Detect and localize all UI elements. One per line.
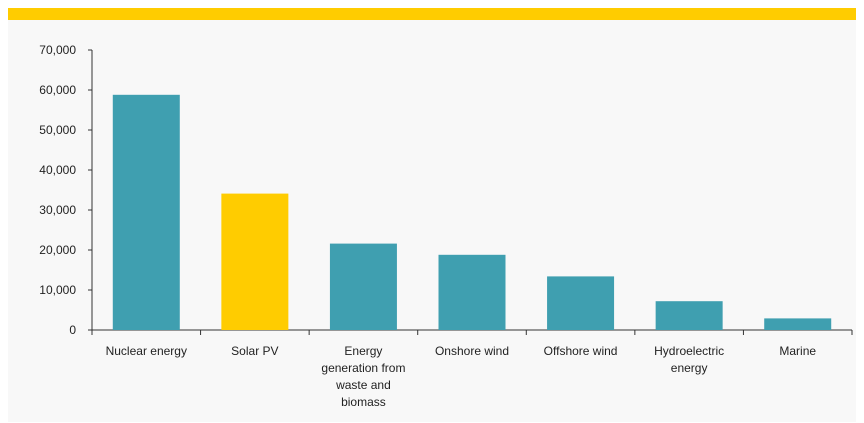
y-tick-label: 70,000: [39, 43, 76, 57]
y-tick-label: 10,000: [39, 283, 76, 297]
y-tick-label: 40,000: [39, 163, 76, 177]
bar: [329, 243, 397, 330]
y-tick-label: 60,000: [39, 83, 76, 97]
y-tick-label: 0: [69, 323, 76, 337]
category-label: Hydroelectric energy: [654, 344, 724, 375]
bar: [547, 276, 615, 330]
category-label: Nuclear energy: [106, 344, 187, 358]
category-label: Energy generation from waste and biomass: [321, 344, 405, 409]
category-label: Solar PV: [231, 344, 278, 358]
category-label: Onshore wind: [435, 344, 509, 358]
y-tick-label: 30,000: [39, 203, 76, 217]
y-tick-label: 20,000: [39, 243, 76, 257]
bar: [221, 193, 289, 330]
y-tick-label: 50,000: [39, 123, 76, 137]
category-label: Offshore wind: [544, 344, 618, 358]
y-axis: 0 10,000 20,000 30,000 40,000 50,000 60,000 70,…: [39, 43, 93, 337]
category-label: Marine: [779, 344, 816, 358]
bar: [438, 254, 506, 330]
category-labels: Nuclear energy Solar PV Energy generation f…: [106, 344, 817, 409]
bar: [112, 94, 180, 330]
bar: [655, 301, 723, 330]
accent-top-bar: [8, 8, 856, 20]
bar: [764, 318, 832, 330]
bars: [112, 94, 832, 330]
x-axis: [91, 329, 853, 335]
